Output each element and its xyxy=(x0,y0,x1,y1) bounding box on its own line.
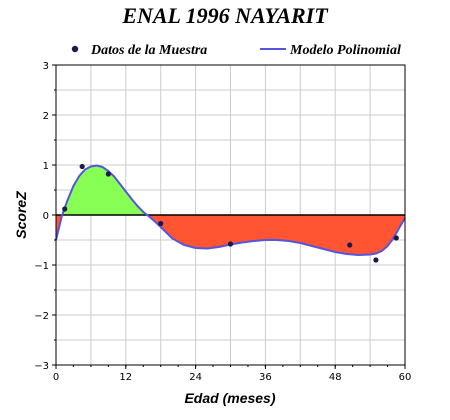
y-tick-label: −3 xyxy=(34,361,49,372)
x-tick-label: 12 xyxy=(119,372,132,383)
chart-title: ENAL 1996 NAYARIT xyxy=(121,3,329,28)
data-point xyxy=(105,171,111,177)
x-tick-label: 60 xyxy=(399,372,412,383)
data-point xyxy=(158,220,164,227)
data-point xyxy=(347,242,353,248)
negative-area xyxy=(56,215,405,255)
y-tick-label: 1 xyxy=(43,161,49,172)
x-axis-ticks: 0 12 24 36 48 60 xyxy=(53,365,412,383)
legend: Datos de la Muestra Modelo Polinomial xyxy=(71,43,401,58)
x-tick-label: 48 xyxy=(329,372,342,383)
model-line xyxy=(55,164,406,257)
area-fills xyxy=(56,165,405,255)
legend-label-modelo: Modelo Polinomial xyxy=(289,43,401,58)
x-tick-label: 0 xyxy=(53,372,59,383)
data-point xyxy=(227,241,234,247)
data-points xyxy=(62,163,399,263)
data-point xyxy=(393,235,399,241)
x-axis-label: Edad (meses) xyxy=(184,390,275,406)
data-point xyxy=(373,257,379,263)
legend-marker-datos xyxy=(71,45,79,53)
y-axis-label: ScoreZ xyxy=(13,191,29,239)
y-tick-label: 2 xyxy=(43,111,49,122)
x-tick-label: 24 xyxy=(189,372,202,383)
y-tick-label: 0 xyxy=(43,211,49,222)
x-tick-label: 36 xyxy=(259,372,272,383)
y-tick-label: −1 xyxy=(34,261,49,272)
y-tick-label: 3 xyxy=(43,61,49,72)
y-tick-label: −2 xyxy=(34,311,49,322)
data-point xyxy=(62,206,68,212)
positive-area xyxy=(62,165,148,215)
data-point xyxy=(79,163,85,170)
y-axis-ticks: 3 2 1 0 −1 −2 −3 xyxy=(34,61,56,372)
legend-label-datos: Datos de la Muestra xyxy=(90,43,207,58)
